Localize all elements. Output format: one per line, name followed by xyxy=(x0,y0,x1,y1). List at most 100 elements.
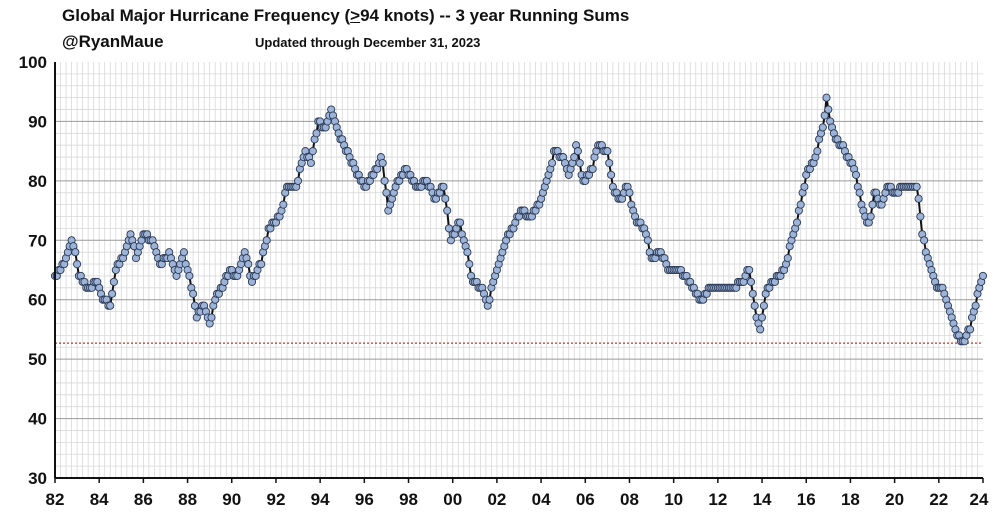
x-tick-label: 98 xyxy=(399,490,418,509)
y-tick-label: 80 xyxy=(28,172,47,191)
data-point xyxy=(71,248,80,257)
data-point xyxy=(750,301,759,310)
x-tick-label: 88 xyxy=(178,490,197,509)
data-point xyxy=(588,164,597,174)
x-tick-label: 96 xyxy=(355,490,374,509)
x-tick-label: 24 xyxy=(970,490,989,509)
data-point xyxy=(257,260,266,269)
x-tick-label: 08 xyxy=(620,490,639,509)
x-tick-label: 06 xyxy=(576,490,595,509)
data-point xyxy=(800,182,809,191)
data-point xyxy=(439,182,448,191)
data-point xyxy=(378,158,387,168)
data-point xyxy=(108,289,117,298)
y-tick-label: 40 xyxy=(28,410,47,429)
x-tick-label: 10 xyxy=(664,490,683,509)
data-point xyxy=(748,289,757,298)
data-point xyxy=(109,277,118,286)
data-point xyxy=(443,206,452,215)
data-point xyxy=(920,236,929,245)
data-point xyxy=(978,271,988,280)
data-point xyxy=(382,188,391,197)
y-tick-label: 90 xyxy=(28,112,47,131)
data-point xyxy=(643,236,652,245)
data-point xyxy=(185,271,194,280)
data-point xyxy=(312,129,321,138)
x-tick-label: 14 xyxy=(753,490,772,509)
y-tick-label: 30 xyxy=(28,469,47,488)
x-tick-label: 16 xyxy=(797,490,816,509)
data-point xyxy=(179,248,188,257)
title-greater-equal-symbol: > xyxy=(350,6,361,25)
data-point xyxy=(966,325,975,334)
data-point xyxy=(573,147,582,156)
tick-labels-group: 30 40 50 60 70 80 90 100 82 84 86 88 90 92 94 96 98 00 02 0… xyxy=(19,53,989,509)
x-tick-label: 20 xyxy=(885,490,904,509)
updated-note: Updated through December 31, 2023 xyxy=(255,35,481,50)
data-point xyxy=(106,301,115,310)
data-point xyxy=(971,301,980,310)
data-point xyxy=(912,182,921,191)
y-tick-label: 60 xyxy=(28,291,47,310)
data-point xyxy=(866,212,875,221)
data-point xyxy=(855,188,864,197)
data-point xyxy=(548,158,557,168)
data-point xyxy=(485,295,494,304)
x-tick-label: 92 xyxy=(266,490,285,509)
chart-title: Global Major Hurricane Frequency (>94 kn… xyxy=(62,6,629,26)
data-point xyxy=(306,158,315,168)
grid-lines xyxy=(55,62,983,478)
x-tick-label: 82 xyxy=(46,490,65,509)
x-tick-label: 18 xyxy=(841,490,860,509)
data-point xyxy=(570,153,579,162)
data-point xyxy=(293,176,303,185)
data-point xyxy=(792,218,802,227)
data-point xyxy=(746,277,756,286)
data-point xyxy=(824,105,833,114)
data-point xyxy=(820,111,829,120)
data-point xyxy=(783,254,792,263)
data-point xyxy=(189,289,198,298)
data-point xyxy=(759,301,768,310)
data-point xyxy=(575,158,584,168)
x-tick-label: 12 xyxy=(708,490,727,509)
data-point xyxy=(207,313,216,322)
data-point xyxy=(914,194,923,203)
data-point xyxy=(745,265,754,275)
x-tick-label: 90 xyxy=(222,490,241,509)
data-point xyxy=(603,147,612,156)
data-point xyxy=(244,260,253,269)
data-point xyxy=(757,313,767,322)
x-tick-label: 84 xyxy=(90,490,109,509)
x-tick-label: 00 xyxy=(443,490,462,509)
title-prefix: Global Major Hurricane Frequency ( xyxy=(62,6,351,25)
data-point xyxy=(73,260,82,269)
data-point xyxy=(818,123,827,132)
data-point xyxy=(262,236,271,245)
data-point xyxy=(607,170,616,179)
title-suffix: 94 knots) -- 3 year Running Sums xyxy=(360,6,630,25)
data-point xyxy=(756,325,765,334)
x-tick-label: 02 xyxy=(487,490,506,509)
y-tick-label: 100 xyxy=(19,53,47,72)
x-tick-label: 22 xyxy=(929,490,948,509)
data-point xyxy=(441,194,450,203)
y-tick-label: 50 xyxy=(28,350,47,369)
data-point xyxy=(308,147,317,156)
data-point xyxy=(868,200,877,209)
x-tick-label: 86 xyxy=(134,490,153,509)
y-tick-label: 70 xyxy=(28,231,47,250)
data-point xyxy=(851,170,861,179)
data-point xyxy=(465,260,474,269)
data-point xyxy=(796,200,805,209)
data-point xyxy=(916,212,925,221)
data-point xyxy=(279,200,288,209)
x-tick-label: 94 xyxy=(311,490,330,509)
series-group xyxy=(50,93,988,346)
data-point xyxy=(625,188,634,197)
x-tick-label: 04 xyxy=(532,490,551,509)
data-point xyxy=(456,218,465,227)
data-point xyxy=(605,158,614,168)
data-point xyxy=(463,248,472,257)
